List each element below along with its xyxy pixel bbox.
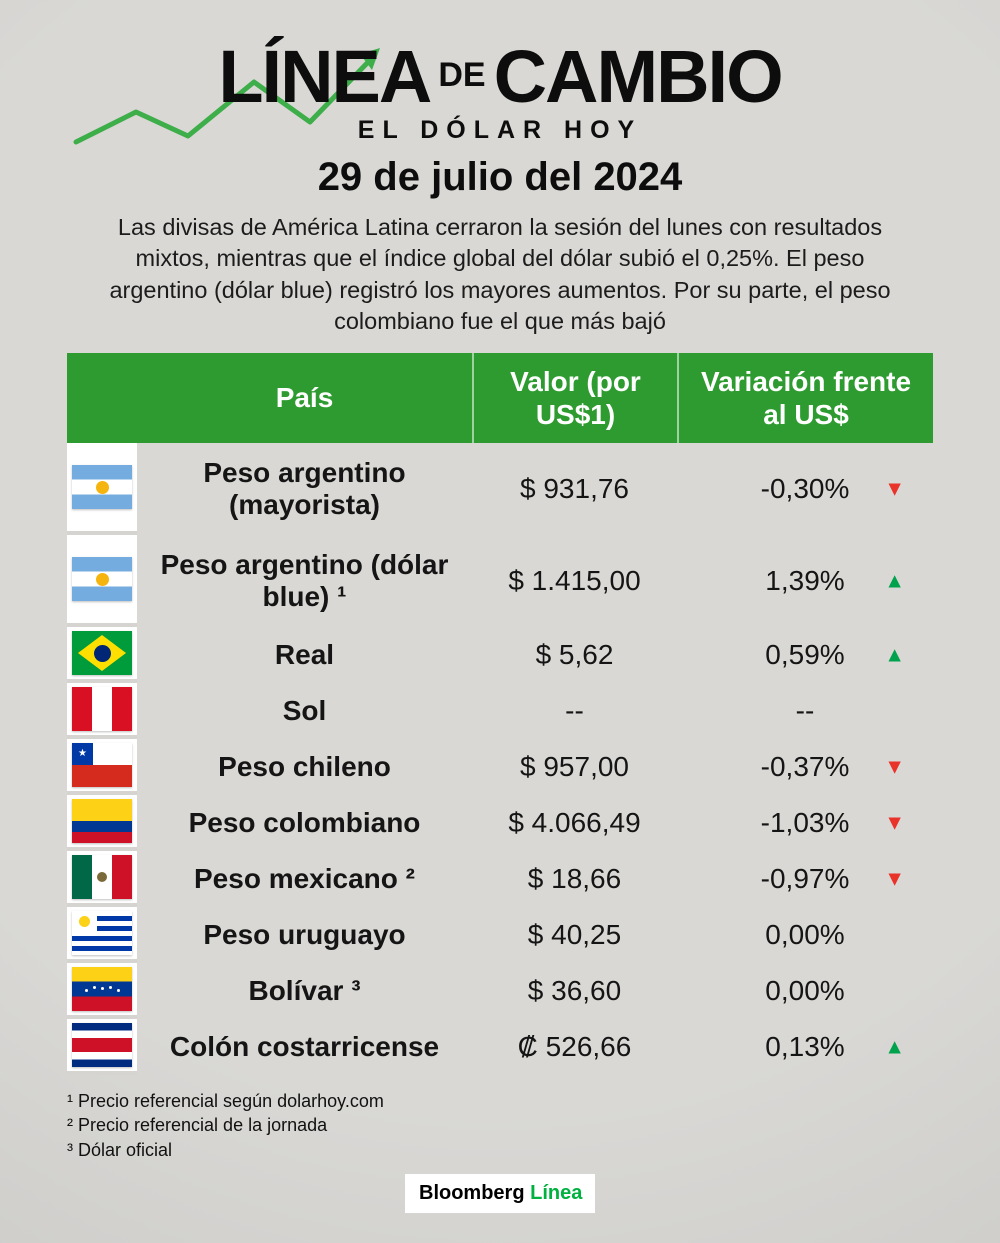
variation-value: -1,03% [760,807,850,838]
currency-value: $ 36,60 [527,975,622,1006]
variation-cell: 1,39% ▲ [677,535,933,627]
mexico-flag-icon [72,855,132,899]
uruguay-flag-icon [72,911,132,955]
variation-value: -0,97% [760,863,850,894]
flag-cell [67,851,137,907]
variation-cell: -0,97% ▼ [677,851,933,907]
variation-cell: -0,37% ▼ [677,739,933,795]
currency-value: -- [565,695,584,726]
table-header-row: País Valor (por US$1) Variación frente a… [67,353,933,443]
table-row: Peso colombiano $ 4.066,49 -1,03% ▼ [67,795,933,851]
column-header-value: Valor (por US$1) [472,353,677,443]
up-triangle-icon: ▲ [884,643,905,667]
page-subtitle: EL DÓLAR HOY [357,116,643,144]
argentina-flag-icon [72,465,132,509]
variation-value: 1,39% [765,565,845,596]
footnote-1: ¹ Precio referencial según dolarhoy.com [67,1091,384,1111]
table-row: Sol -- -- [67,683,933,739]
brand-bloomberg: Bloomberg [419,1181,525,1204]
variation-cell: 0,00% [677,963,933,1019]
table-row: Peso argentino (mayorista) $ 931,76 -0,3… [67,443,933,535]
currency-table: País Valor (por US$1) Variación frente a… [67,353,933,1075]
variation-value: 0,00% [765,919,845,950]
country-name: Real [274,638,335,670]
flag-cell [67,795,137,851]
currency-value: $ 1.415,00 [508,565,641,596]
table-row: Peso argentino (dólar blue) ¹ $ 1.415,00… [67,535,933,627]
variation-cell: 0,13% ▲ [677,1019,933,1075]
flag-cell [67,739,137,795]
currency-value: $ 4.066,49 [508,807,641,838]
variation-cell: -1,03% ▼ [677,795,933,851]
variation-value: -0,37% [760,751,850,782]
page-title: LÍNEA DE CAMBIO [0,40,1000,114]
currency-value: ₡ 526,66 [517,1031,632,1062]
peru-flag-icon [72,687,132,731]
table-row: Peso chileno $ 957,00 -0,37% ▼ [67,739,933,795]
country-name: Peso colombiano [188,806,421,838]
table-row: Peso uruguayo $ 40,25 0,00% [67,907,933,963]
table-row: Bolívar ³ $ 36,60 0,00% [67,963,933,1019]
down-triangle-icon: ▼ [884,477,905,501]
argentina-flag-icon [72,557,132,601]
brazil-flag-icon [72,631,132,675]
variation-value: -0,30% [760,473,850,504]
flag-cell [67,535,137,627]
flag-cell [67,1019,137,1075]
country-name: Peso argentino (mayorista) [203,456,406,520]
country-name: Sol [282,694,327,726]
variation-value: 0,59% [765,639,845,670]
chile-flag-icon [72,743,132,787]
footnote-3: ³ Dólar oficial [67,1139,173,1160]
colombia-flag-icon [72,799,132,843]
flag-cell [67,907,137,963]
variation-value: 0,13% [765,1031,845,1062]
trend-line-icon [73,48,380,145]
footnote-2: ² Precio referencial de la jornada [67,1115,328,1136]
variation-cell: 0,59% ▲ [677,627,933,683]
bloomberg-linea-logo: Bloomberg Línea [405,1173,595,1213]
title-part2: CAMBIO [493,35,784,118]
country-name: Bolívar ³ [248,974,361,1006]
intro-paragraph: Las divisas de América Latina cerraron l… [109,214,891,334]
title-part1: LÍNEA [218,35,432,118]
title-de: DE [438,56,486,94]
flag-cell [67,443,137,535]
country-name: Peso uruguayo [203,918,406,950]
currency-value: $ 5,62 [535,639,614,670]
country-name: Peso mexicano ² [194,862,415,894]
footnotes: ¹ Precio referencial según dolarhoy.com … [67,1089,933,1162]
down-triangle-icon: ▼ [884,755,905,779]
table-row: Peso mexicano ² $ 18,66 -0,97% ▼ [67,851,933,907]
flag-cell [67,627,137,683]
variation-cell: -0,30% ▼ [677,443,933,535]
table-row: Real $ 5,62 0,59% ▲ [67,627,933,683]
brand-linea: Línea [530,1181,583,1204]
country-name: Colón costarricense [169,1030,440,1062]
column-header-country: País [275,382,334,414]
costa-rica-flag-icon [72,1023,132,1067]
variation-cell: -- [677,683,933,739]
variation-value: -- [795,695,815,726]
currency-value: $ 40,25 [527,919,622,950]
venezuela-flag-icon [72,967,132,1011]
down-triangle-icon: ▼ [884,811,905,835]
up-triangle-icon: ▲ [884,1035,905,1059]
masthead: LÍNEA DE CAMBIO EL DÓLAR HOY 29 de julio d… [0,40,1000,337]
currency-value: $ 931,76 [520,473,629,504]
variation-cell: 0,00% [677,907,933,963]
column-header-variation: Variación frente al US$ [677,353,933,443]
country-name: Peso chileno [218,750,391,782]
currency-value: $ 18,66 [527,863,622,894]
date-heading: 29 de julio del 2024 [317,155,683,199]
down-triangle-icon: ▼ [884,867,905,891]
currency-value: $ 957,00 [520,751,629,782]
up-triangle-icon: ▲ [884,569,905,593]
country-name: Peso argentino (dólar blue) ¹ [160,548,449,612]
table-row: Colón costarricense ₡ 526,66 0,13% ▲ [67,1019,933,1075]
flag-cell [67,683,137,739]
flag-cell [67,963,137,1019]
variation-value: 0,00% [765,975,845,1006]
